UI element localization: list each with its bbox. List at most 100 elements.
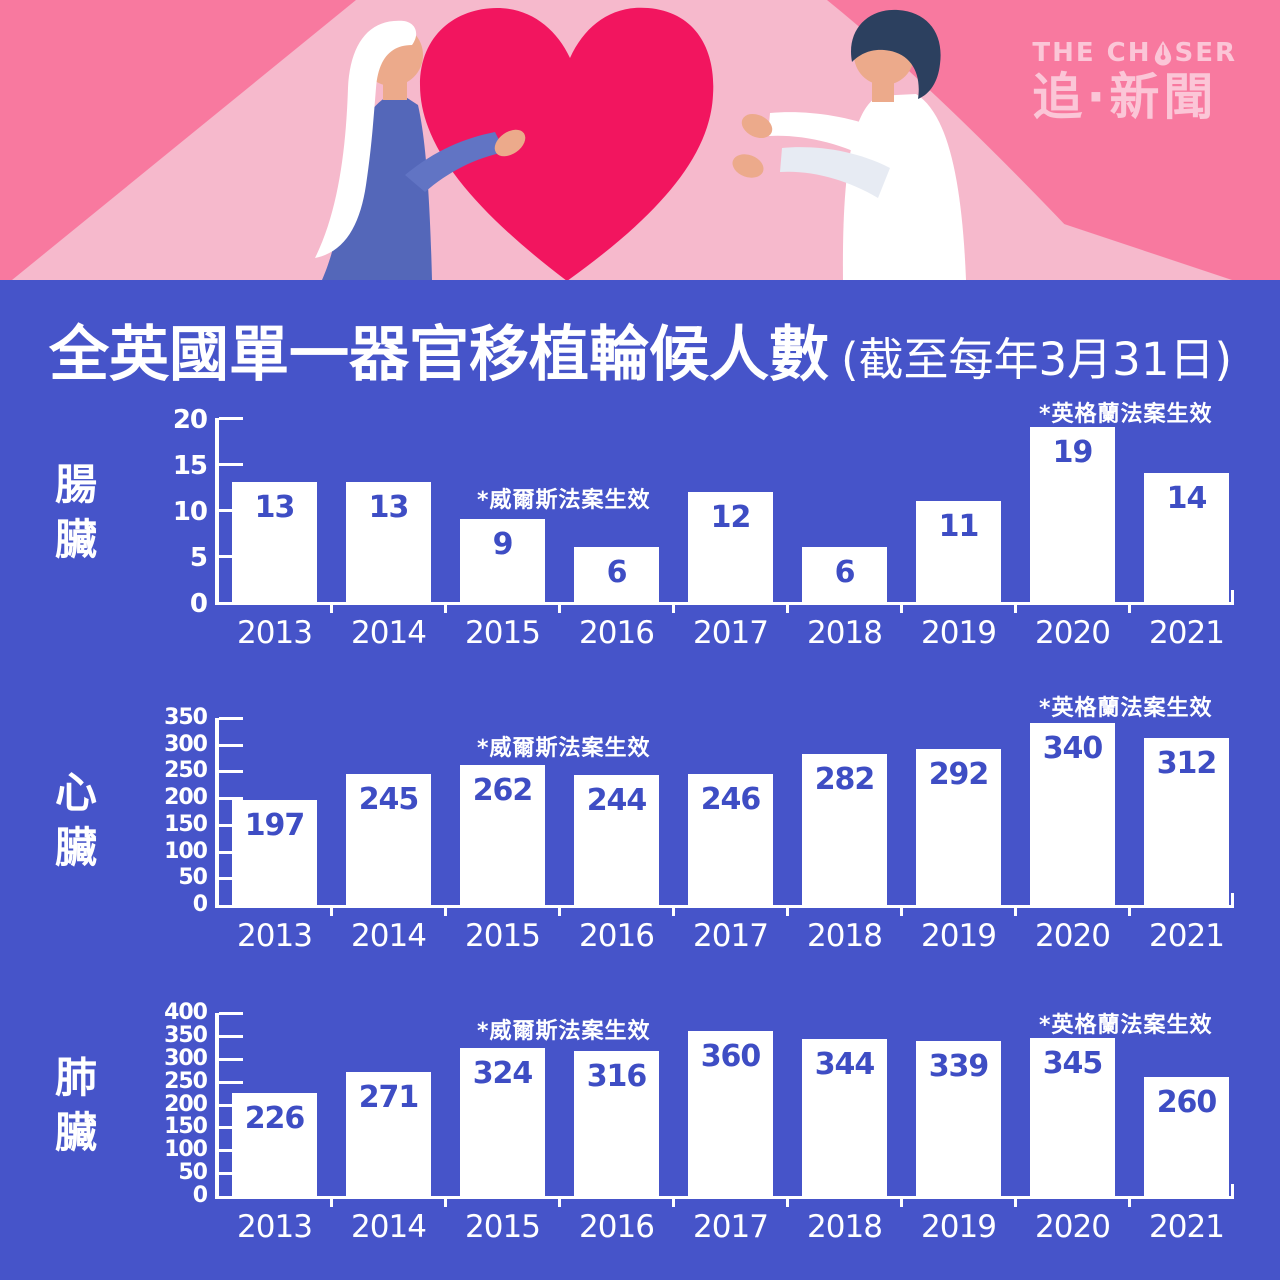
woman-figure <box>315 20 526 280</box>
y-axis-label: 0 <box>189 589 208 619</box>
x-axis-gap-tick <box>1128 1199 1131 1207</box>
bar-value: 262 <box>472 773 534 808</box>
chart-heart: 心臟 *威爾斯法案生效 *英格蘭法案生效 0 50 100 150 200 250 300 3… <box>0 696 1280 978</box>
brand-logo-text-prefix: THE CH <box>1032 38 1152 68</box>
year-label: 2017 <box>693 1209 769 1245</box>
year-label: 2013 <box>237 1209 313 1245</box>
y-axis-label: 150 <box>164 811 208 837</box>
y-axis-tick <box>219 1034 243 1038</box>
year-label: 2017 <box>693 615 769 651</box>
y-axis-label: 400 <box>164 1000 208 1025</box>
y-axis-tick <box>219 743 243 747</box>
annotation-wales-law: *威爾斯法案生效 <box>477 1019 651 1044</box>
y-axis-label: 350 <box>164 1022 208 1048</box>
bar-2015 <box>460 1048 545 1196</box>
year-label: 2014 <box>351 615 427 651</box>
y-axis-label: 350 <box>164 705 208 730</box>
x-axis-gap-tick <box>558 908 561 916</box>
x-axis-end-tick <box>1231 893 1234 908</box>
x-axis-gap-tick <box>330 908 333 916</box>
bar-value: 312 <box>1156 746 1218 781</box>
year-label: 2016 <box>579 1209 655 1245</box>
bar-2017 <box>688 492 773 602</box>
pen-nib-icon <box>1155 41 1172 66</box>
page-title-subtitle: (截至每年3月31日) <box>841 333 1233 386</box>
y-axis-label: 100 <box>164 838 208 864</box>
y-axis-label: 200 <box>164 1091 208 1117</box>
year-label: 2016 <box>579 615 655 651</box>
x-axis-gap-tick <box>1128 908 1131 916</box>
bar-value: 244 <box>586 783 648 818</box>
y-axis-tick <box>219 797 243 801</box>
bar-value: 246 <box>700 782 762 817</box>
year-label: 2013 <box>237 615 313 651</box>
year-label: 2018 <box>807 1209 883 1245</box>
year-label: 2015 <box>465 918 541 954</box>
y-axis-label: 100 <box>164 1137 208 1163</box>
year-label: 2020 <box>1035 1209 1111 1245</box>
x-axis-gap-tick <box>444 908 447 916</box>
year-label: 2020 <box>1035 615 1111 651</box>
brand-logo: THE CH SER 追·新聞 <box>1032 40 1237 122</box>
y-axis-label: 200 <box>164 785 208 811</box>
x-axis-gap-tick <box>330 605 333 613</box>
annotation-england-law: *英格蘭法案生效 <box>1039 1013 1213 1038</box>
year-label: 2016 <box>579 918 655 954</box>
bar-value: 282 <box>814 762 876 797</box>
bar-2020 <box>1030 1038 1115 1196</box>
bar-value: 340 <box>1042 731 1104 766</box>
y-axis-tick <box>219 463 243 466</box>
man-figure <box>732 9 966 280</box>
bar-value: 316 <box>586 1059 648 1094</box>
year-label: 2018 <box>807 615 883 651</box>
header-art <box>0 0 1280 280</box>
bar-value: 245 <box>358 782 420 817</box>
header-illustration: THE CH SER 追·新聞 <box>0 0 1280 280</box>
year-label: 2021 <box>1149 918 1225 954</box>
y-axis-label: 50 <box>178 1160 208 1186</box>
annotation-england-law: *英格蘭法案生效 <box>1039 402 1213 427</box>
bar-2016 <box>574 547 659 602</box>
bar-value: 13 <box>368 490 410 525</box>
brand-logo-text-suffix: SER <box>1174 38 1237 68</box>
annotation-wales-law: *威爾斯法案生效 <box>477 736 651 761</box>
year-label: 2015 <box>465 615 541 651</box>
bar-2019 <box>916 1041 1001 1196</box>
x-axis-gap-tick <box>786 908 789 916</box>
y-axis-tick <box>219 417 243 420</box>
bar-value: 339 <box>928 1049 990 1084</box>
x-axis-gap-tick <box>900 605 903 613</box>
x-axis-gap-tick <box>672 1199 675 1207</box>
y-axis-tick <box>219 1103 243 1107</box>
bar-2013 <box>232 800 317 905</box>
y-axis-tick <box>219 555 243 558</box>
x-axis-gap-tick <box>558 605 561 613</box>
bar-value: 13 <box>254 490 296 525</box>
year-label: 2015 <box>465 1209 541 1245</box>
x-axis-gap-tick <box>1128 605 1131 613</box>
bar-2013 <box>232 482 317 602</box>
y-axis-label: 0 <box>192 1183 208 1208</box>
x-axis-end-tick <box>1231 590 1234 605</box>
y-axis-tick <box>219 717 243 720</box>
bar-value: 14 <box>1166 481 1208 516</box>
y-axis-line <box>215 1013 219 1199</box>
x-axis-gap-tick <box>1014 908 1017 916</box>
y-axis-tick <box>219 1080 243 1084</box>
year-label: 2013 <box>237 918 313 954</box>
y-axis-tick <box>219 1126 243 1130</box>
y-axis-tick <box>219 1057 243 1061</box>
x-axis-gap-tick <box>786 605 789 613</box>
y-axis-label: 0 <box>192 892 208 917</box>
brand-logo-english: THE CH SER <box>1032 40 1237 66</box>
year-label: 2021 <box>1149 1209 1225 1245</box>
bar-2016 <box>574 1051 659 1196</box>
bar-2018 <box>802 754 887 905</box>
bar-2021 <box>1144 1077 1229 1196</box>
bar-value: 12 <box>710 500 752 535</box>
bar-value: 11 <box>938 509 980 544</box>
bar-2019 <box>916 501 1001 602</box>
y-axis-label: 300 <box>164 1045 208 1071</box>
x-axis-gap-tick <box>558 1199 561 1207</box>
bar-2017 <box>688 774 773 905</box>
